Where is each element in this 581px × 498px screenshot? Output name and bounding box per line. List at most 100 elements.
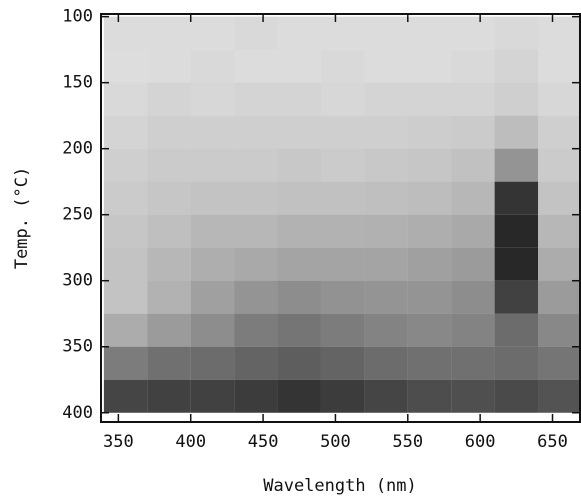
density-cell: [234, 247, 278, 281]
density-cell: [364, 49, 408, 83]
density-cell: [451, 16, 495, 50]
y-tick-label: 250: [62, 205, 93, 225]
density-cell: [320, 379, 365, 413]
density-cell: [451, 115, 495, 149]
x-tick-label: 350: [103, 432, 134, 452]
density-cell: [538, 379, 581, 413]
density-cell: [451, 346, 495, 380]
heatmap-cells: [103, 16, 581, 413]
y-tick-label: 300: [62, 271, 93, 291]
x-tick-label: 600: [465, 432, 496, 452]
density-cell: [277, 346, 321, 380]
density-cell: [190, 247, 235, 281]
density-cell: [494, 214, 539, 248]
density-cell: [538, 82, 581, 116]
density-cell: [538, 346, 581, 380]
density-cell: [364, 214, 408, 248]
density-cell: [234, 346, 278, 380]
density-cell: [364, 379, 408, 413]
density-cell: [407, 247, 452, 281]
density-cell: [320, 148, 365, 182]
density-cell: [320, 115, 365, 149]
density-cell: [494, 181, 539, 215]
density-cell: [234, 379, 278, 413]
density-cell: [407, 346, 452, 380]
y-tick-label: 200: [62, 139, 93, 159]
density-cell: [190, 16, 235, 50]
density-cell: [277, 247, 321, 281]
density-cell: [103, 346, 148, 380]
density-cell: [451, 148, 495, 182]
density-cell: [103, 148, 148, 182]
density-cell: [407, 313, 452, 347]
plot-frame: [100, 13, 581, 423]
density-cell: [494, 280, 539, 314]
density-cell: [451, 214, 495, 248]
density-cell: [494, 49, 539, 83]
density-cell: [538, 16, 581, 50]
density-cell: [364, 313, 408, 347]
density-cell: [277, 16, 321, 50]
density-cell: [147, 181, 191, 215]
density-cell: [407, 82, 452, 116]
density-cell: [538, 49, 581, 83]
density-cell: [234, 181, 278, 215]
density-cell: [103, 280, 148, 314]
density-cell: [103, 49, 148, 83]
x-tick-label: 450: [248, 432, 279, 452]
density-cell: [234, 313, 278, 347]
density-cell: [451, 181, 495, 215]
density-cell: [364, 181, 408, 215]
density-cell: [234, 148, 278, 182]
density-cell: [364, 82, 408, 116]
density-cell: [277, 214, 321, 248]
density-cell: [147, 247, 191, 281]
density-cell: [451, 82, 495, 116]
density-cell: [147, 115, 191, 149]
density-cell: [407, 49, 452, 83]
density-cell: [407, 379, 452, 413]
density-cell: [451, 280, 495, 314]
density-cell: [277, 148, 321, 182]
density-cell: [451, 49, 495, 83]
density-cell: [103, 115, 148, 149]
density-cell: [103, 16, 148, 50]
density-cell: [103, 181, 148, 215]
density-cell: [190, 313, 235, 347]
x-tick-label: 400: [175, 432, 206, 452]
density-cell: [407, 181, 452, 215]
density-cell: [451, 313, 495, 347]
density-cell: [364, 148, 408, 182]
density-cell: [320, 82, 365, 116]
density-cell: [147, 82, 191, 116]
density-cell: [320, 247, 365, 281]
density-cell: [103, 214, 148, 248]
x-tick-label: 650: [537, 432, 568, 452]
density-cell: [494, 16, 539, 50]
density-cell: [190, 346, 235, 380]
density-cell: [494, 82, 539, 116]
density-cell: [320, 16, 365, 50]
density-cell: [538, 181, 581, 215]
density-cell: [364, 280, 408, 314]
density-cell: [364, 346, 408, 380]
density-cell: [407, 214, 452, 248]
density-cell: [190, 181, 235, 215]
density-cell: [538, 214, 581, 248]
density-cell: [277, 49, 321, 83]
density-cell: [538, 148, 581, 182]
density-cell: [190, 115, 235, 149]
density-cell: [234, 115, 278, 149]
density-cell: [320, 181, 365, 215]
density-cell: [234, 49, 278, 83]
density-cell: [494, 115, 539, 149]
density-cell: [320, 280, 365, 314]
x-tick-label: 550: [392, 432, 423, 452]
density-cell: [234, 214, 278, 248]
density-cell: [407, 16, 452, 50]
density-cell: [147, 280, 191, 314]
density-cell: [494, 379, 539, 413]
density-cell: [451, 247, 495, 281]
density-cell: [147, 214, 191, 248]
density-cell: [277, 115, 321, 149]
